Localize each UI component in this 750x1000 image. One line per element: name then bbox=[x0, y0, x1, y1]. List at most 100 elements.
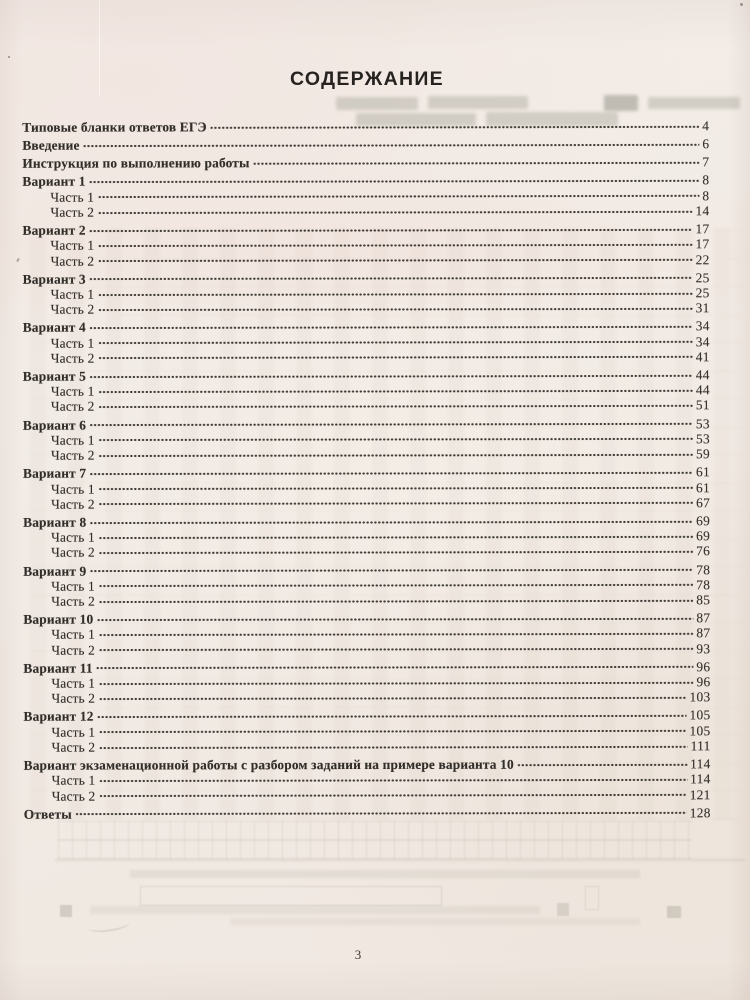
toc-row: Типовые бланки ответов ЕГЭ 4 bbox=[22, 118, 709, 135]
dotted-leader bbox=[95, 410, 696, 411]
toc-entry-page: 14 bbox=[695, 203, 710, 219]
dotted-leader bbox=[86, 379, 696, 380]
bleedthrough-artifact bbox=[648, 97, 740, 109]
dotted-leader bbox=[95, 540, 696, 541]
toc-entry-page: 8 bbox=[702, 172, 710, 188]
scan-speck bbox=[8, 56, 10, 58]
dotted-leader bbox=[94, 313, 695, 314]
bleedthrough-square bbox=[60, 905, 72, 917]
toc-row: Часть 1 87 bbox=[23, 626, 710, 643]
toc-row: Вариант 7 61 bbox=[23, 465, 710, 482]
dotted-leader bbox=[207, 130, 703, 131]
dotted-leader bbox=[86, 282, 696, 283]
toc-entry-label: Вариант 3 bbox=[22, 271, 86, 287]
bleedthrough-square bbox=[557, 903, 569, 916]
dotted-leader bbox=[95, 507, 696, 508]
dotted-leader bbox=[95, 556, 696, 557]
toc-entry-label: Часть 1 bbox=[50, 189, 95, 205]
bleedthrough-square bbox=[667, 906, 681, 918]
toc-entry-label: Часть 2 bbox=[50, 350, 95, 366]
toc-entry-label: Вариант 5 bbox=[22, 368, 86, 384]
dotted-leader bbox=[80, 148, 703, 149]
dotted-leader bbox=[86, 233, 696, 234]
dotted-leader bbox=[95, 702, 689, 703]
toc-row: Часть 1 53 bbox=[23, 431, 710, 448]
toc-row: Часть 1 61 bbox=[23, 480, 710, 497]
dotted-leader bbox=[94, 249, 695, 250]
dotted-leader bbox=[94, 215, 695, 216]
toc-row: Часть 2 14 bbox=[22, 203, 709, 220]
toc-entry-page: 59 bbox=[695, 446, 710, 462]
toc-entry-label: Вариант 12 bbox=[23, 709, 94, 725]
page-number: 3 bbox=[354, 947, 362, 962]
toc-row: Часть 1 96 bbox=[23, 674, 710, 691]
toc-entry-page: 25 bbox=[695, 285, 710, 301]
toc-entry-label: Вариант 2 bbox=[22, 222, 86, 238]
bleedthrough-artifact bbox=[604, 95, 638, 111]
dotted-leader bbox=[86, 477, 696, 478]
dotted-leader bbox=[86, 574, 696, 575]
dotted-leader bbox=[93, 671, 697, 672]
toc-entry-label: Часть 1 bbox=[51, 675, 96, 691]
toc-row: Вариант 11 96 bbox=[23, 659, 710, 676]
toc-entry-page: 111 bbox=[690, 738, 711, 754]
dotted-leader bbox=[86, 185, 703, 186]
toc-entry-page: 61 bbox=[696, 479, 711, 495]
toc-entry-page: 53 bbox=[695, 415, 710, 431]
toc-entry-label: Часть 2 bbox=[51, 544, 95, 561]
toc-entry-label: Вариант 10 bbox=[23, 611, 94, 627]
toc-row: Ответы 128 bbox=[24, 805, 711, 822]
dotted-leader bbox=[86, 331, 696, 332]
bleedthrough-artifact bbox=[336, 97, 418, 110]
toc-entry-page: 96 bbox=[696, 659, 711, 675]
toc-row: Вариант 4 34 bbox=[23, 319, 710, 336]
toc-entry-page: 22 bbox=[695, 251, 710, 267]
toc-entry-page: 87 bbox=[696, 625, 711, 641]
toc-entry-page: 53 bbox=[695, 431, 710, 447]
toc-entry-page: 78 bbox=[696, 561, 711, 577]
toc-row: Часть 2 121 bbox=[24, 787, 711, 804]
toc-row: Введение 6 bbox=[22, 136, 709, 153]
toc-entry-page: 69 bbox=[696, 513, 711, 529]
toc-entry-page: 51 bbox=[695, 397, 710, 413]
dotted-leader bbox=[93, 622, 696, 623]
toc-entry-label: Вариант 9 bbox=[23, 563, 87, 579]
toc-entry-page: 31 bbox=[695, 300, 710, 316]
bleedthrough-text bbox=[130, 870, 640, 878]
dotted-leader bbox=[95, 443, 696, 444]
toc-entry-label: Часть 1 bbox=[51, 772, 96, 789]
toc-row: Часть 2 103 bbox=[23, 690, 710, 707]
bleedthrough-text bbox=[230, 918, 640, 925]
toc-entry-page: 44 bbox=[695, 382, 710, 398]
toc-row: Часть 1 105 bbox=[24, 723, 711, 740]
dotted-leader bbox=[95, 638, 696, 639]
toc-entry-label: Часть 2 bbox=[51, 690, 96, 706]
dotted-leader bbox=[72, 817, 690, 818]
toc-entry-label: Инструкция по выполнению работы bbox=[22, 155, 250, 172]
toc-entry-page: 103 bbox=[689, 689, 711, 705]
toc-entry-label: Вариант 8 bbox=[23, 514, 87, 530]
bleedthrough-box bbox=[585, 886, 599, 910]
dotted-leader bbox=[95, 653, 696, 654]
toc-entry-page: 128 bbox=[689, 805, 711, 821]
dotted-leader bbox=[86, 428, 696, 429]
toc-entry-label: Часть 2 bbox=[50, 204, 95, 220]
toc-row: Часть 2 85 bbox=[23, 592, 710, 609]
dotted-leader bbox=[94, 346, 695, 347]
toc-entry-page: 6 bbox=[702, 136, 710, 152]
toc-row: Вариант 5 44 bbox=[23, 367, 710, 384]
toc-row: Часть 1 114 bbox=[24, 772, 711, 789]
toc-entry-label: Часть 1 bbox=[50, 286, 95, 302]
toc-entry-page: 105 bbox=[689, 707, 711, 723]
toc-entry-label: Вариант 6 bbox=[22, 417, 87, 433]
toc-entry-page: 17 bbox=[695, 221, 710, 237]
dotted-leader bbox=[86, 525, 696, 526]
toc-entry-label: Часть 2 bbox=[51, 642, 96, 658]
toc-entry-label: Часть 1 bbox=[50, 432, 95, 448]
dotted-leader bbox=[95, 686, 696, 687]
dotted-leader bbox=[94, 720, 690, 721]
toc-entry-label: Типовые бланки ответов ЕГЭ bbox=[22, 119, 207, 135]
toc-row: Часть 1 44 bbox=[23, 383, 710, 400]
toc-row: Часть 1 17 bbox=[23, 237, 710, 254]
